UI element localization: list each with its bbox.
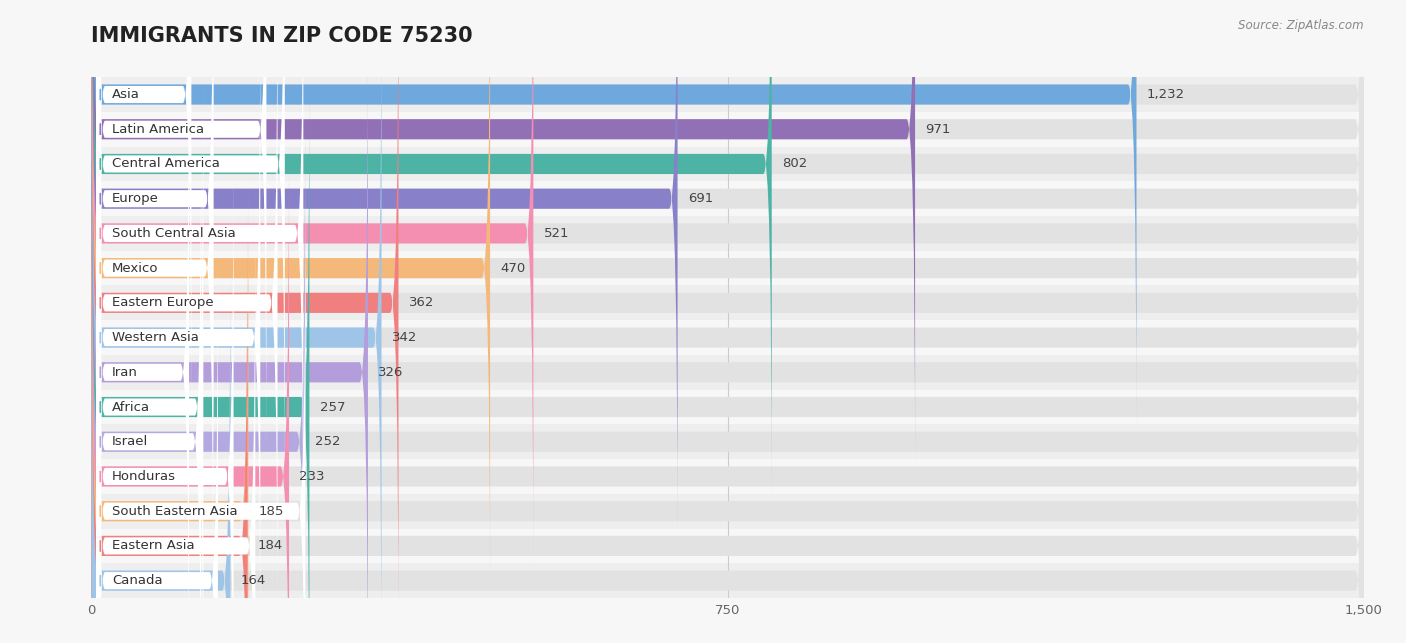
FancyBboxPatch shape bbox=[97, 207, 256, 643]
Bar bbox=[91, 285, 1364, 320]
FancyBboxPatch shape bbox=[91, 0, 1364, 466]
Bar bbox=[91, 112, 1364, 147]
Bar bbox=[91, 390, 1364, 424]
FancyBboxPatch shape bbox=[91, 0, 1364, 536]
Text: Asia: Asia bbox=[112, 88, 141, 101]
Text: Mexico: Mexico bbox=[112, 262, 159, 275]
Text: South Eastern Asia: South Eastern Asia bbox=[112, 505, 238, 518]
FancyBboxPatch shape bbox=[91, 0, 772, 501]
FancyBboxPatch shape bbox=[91, 174, 1364, 643]
FancyBboxPatch shape bbox=[91, 209, 1364, 643]
FancyBboxPatch shape bbox=[97, 0, 191, 433]
FancyBboxPatch shape bbox=[97, 0, 304, 572]
FancyBboxPatch shape bbox=[91, 0, 1364, 501]
Text: 470: 470 bbox=[501, 262, 526, 275]
Text: 362: 362 bbox=[409, 296, 434, 309]
FancyBboxPatch shape bbox=[91, 35, 368, 643]
FancyBboxPatch shape bbox=[91, 0, 1364, 640]
Text: 521: 521 bbox=[544, 227, 569, 240]
FancyBboxPatch shape bbox=[97, 0, 214, 538]
Bar bbox=[91, 147, 1364, 181]
FancyBboxPatch shape bbox=[91, 0, 1136, 431]
FancyBboxPatch shape bbox=[97, 242, 218, 643]
FancyBboxPatch shape bbox=[91, 174, 249, 643]
Bar bbox=[91, 251, 1364, 285]
Text: 971: 971 bbox=[925, 123, 950, 136]
Text: 326: 326 bbox=[378, 366, 404, 379]
Text: 1,232: 1,232 bbox=[1147, 88, 1185, 101]
FancyBboxPatch shape bbox=[97, 68, 204, 643]
FancyBboxPatch shape bbox=[91, 140, 290, 643]
FancyBboxPatch shape bbox=[91, 105, 1364, 643]
Bar bbox=[91, 459, 1364, 494]
FancyBboxPatch shape bbox=[97, 0, 260, 643]
FancyBboxPatch shape bbox=[97, 138, 233, 643]
Text: Central America: Central America bbox=[112, 158, 219, 170]
FancyBboxPatch shape bbox=[91, 0, 491, 605]
Text: Israel: Israel bbox=[112, 435, 148, 448]
Text: Latin America: Latin America bbox=[112, 123, 204, 136]
FancyBboxPatch shape bbox=[91, 105, 305, 643]
Text: Eastern Europe: Eastern Europe bbox=[112, 296, 214, 309]
Text: Honduras: Honduras bbox=[112, 470, 176, 483]
FancyBboxPatch shape bbox=[97, 33, 188, 643]
Text: 802: 802 bbox=[782, 158, 807, 170]
Text: Canada: Canada bbox=[112, 574, 163, 587]
Text: Africa: Africa bbox=[112, 401, 150, 413]
Text: 185: 185 bbox=[259, 505, 284, 518]
Text: 233: 233 bbox=[299, 470, 325, 483]
FancyBboxPatch shape bbox=[97, 0, 266, 468]
Bar bbox=[91, 563, 1364, 598]
FancyBboxPatch shape bbox=[91, 0, 398, 640]
Bar bbox=[91, 355, 1364, 390]
FancyBboxPatch shape bbox=[91, 244, 1364, 643]
FancyBboxPatch shape bbox=[91, 140, 1364, 643]
Bar bbox=[91, 216, 1364, 251]
FancyBboxPatch shape bbox=[97, 0, 277, 642]
Bar bbox=[91, 181, 1364, 216]
Text: 691: 691 bbox=[688, 192, 713, 205]
FancyBboxPatch shape bbox=[91, 244, 231, 643]
FancyBboxPatch shape bbox=[91, 1, 381, 643]
FancyBboxPatch shape bbox=[91, 0, 1364, 431]
FancyBboxPatch shape bbox=[91, 209, 247, 643]
FancyBboxPatch shape bbox=[91, 0, 678, 536]
Text: 342: 342 bbox=[392, 331, 418, 344]
FancyBboxPatch shape bbox=[97, 0, 214, 607]
FancyBboxPatch shape bbox=[91, 70, 1364, 643]
Text: IMMIGRANTS IN ZIP CODE 75230: IMMIGRANTS IN ZIP CODE 75230 bbox=[91, 26, 472, 46]
FancyBboxPatch shape bbox=[91, 70, 309, 643]
Text: 184: 184 bbox=[257, 539, 283, 552]
FancyBboxPatch shape bbox=[91, 0, 915, 466]
Bar bbox=[91, 320, 1364, 355]
Text: Source: ZipAtlas.com: Source: ZipAtlas.com bbox=[1239, 19, 1364, 32]
Text: Western Asia: Western Asia bbox=[112, 331, 198, 344]
FancyBboxPatch shape bbox=[97, 103, 201, 643]
Text: South Central Asia: South Central Asia bbox=[112, 227, 236, 240]
FancyBboxPatch shape bbox=[91, 0, 1364, 605]
Text: 252: 252 bbox=[315, 435, 340, 448]
FancyBboxPatch shape bbox=[91, 35, 1364, 643]
Bar bbox=[91, 77, 1364, 112]
Text: Eastern Asia: Eastern Asia bbox=[112, 539, 194, 552]
Bar bbox=[91, 424, 1364, 459]
FancyBboxPatch shape bbox=[91, 1, 1364, 643]
FancyBboxPatch shape bbox=[91, 0, 533, 570]
FancyBboxPatch shape bbox=[91, 0, 1364, 570]
Text: 257: 257 bbox=[319, 401, 344, 413]
Bar bbox=[91, 529, 1364, 563]
Text: Iran: Iran bbox=[112, 366, 138, 379]
Text: 164: 164 bbox=[240, 574, 266, 587]
FancyBboxPatch shape bbox=[97, 0, 285, 503]
Bar bbox=[91, 494, 1364, 529]
FancyBboxPatch shape bbox=[97, 172, 305, 643]
Text: Europe: Europe bbox=[112, 192, 159, 205]
